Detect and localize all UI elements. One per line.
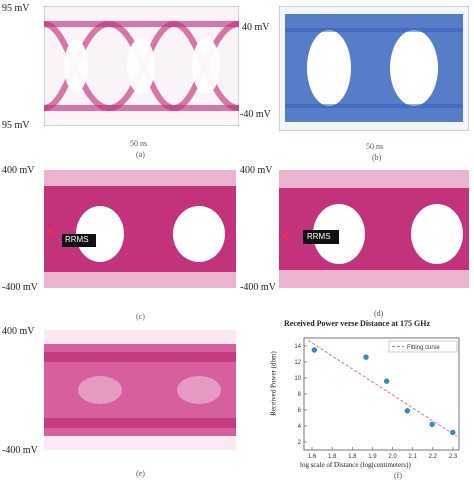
eye-c-marker: RRMS: [65, 235, 89, 244]
x-tick-label: 2.2: [429, 454, 438, 460]
eye-c-panel-label: (c): [136, 312, 145, 321]
eye-d-panel-label: (d): [374, 309, 384, 318]
x-tick-label: 1.9: [368, 454, 377, 460]
y-tick-label: 4: [298, 424, 302, 430]
eye-d-bottom-label: -400 mV: [240, 282, 276, 293]
eye-a-panel-label: (a): [136, 150, 145, 159]
eye-diagram-d: [279, 170, 469, 288]
y-tick-label: 8: [298, 392, 302, 398]
x-tick-label: 2.0: [388, 454, 397, 460]
eye-d-top-label: 400 mV: [240, 165, 273, 176]
x-tick-label: 2.1: [409, 454, 418, 460]
chart-panel-label: (f): [394, 471, 402, 480]
data-point: [450, 429, 456, 436]
eye-e-panel-label: (e): [136, 469, 145, 478]
y-tick-label: 6: [298, 408, 302, 414]
data-point: [363, 354, 369, 360]
y-tick-label: 12: [294, 360, 301, 366]
chart-title: Received Power verse Distance at 175 GHz: [284, 319, 431, 328]
data-point: [384, 378, 390, 384]
fitting-curve-line: [307, 340, 458, 437]
eye-diagram-c: [44, 170, 236, 288]
eye-a-top-label: 95 mV: [2, 3, 30, 14]
plot-area: [303, 337, 460, 451]
eye-a-bottom-label: 95 mV: [2, 120, 30, 131]
y-tick-label: 2: [298, 440, 302, 446]
eye-b-panel-label: (b): [372, 153, 382, 162]
x-tick-label: 1.8: [328, 454, 337, 460]
eye-e-top-label: 400 mV: [2, 326, 35, 337]
data-point: [404, 408, 410, 414]
eye-a-time-label: 50 ns: [130, 139, 148, 148]
x-tick-label: 1.8: [348, 454, 357, 460]
eye-diagram-e: [44, 330, 236, 450]
chart-plot: 2 4 6 8 10 12 14 1.6 1.8 1.8 1.9 2.0 2.1 2.2 2.3 Fittin…: [294, 337, 460, 460]
legend-fit-label: Fitting curve: [407, 345, 440, 351]
eye-b-time-label: 50 ns: [366, 142, 384, 151]
eye-d-marker: RRMS: [307, 232, 331, 241]
x-tick-label: 2.3: [449, 454, 458, 460]
eye-diagram-b: [279, 6, 469, 131]
y-tick-label: 14: [294, 344, 301, 350]
eye-c-top-label: 400 mV: [2, 165, 35, 176]
legend-box: [388, 340, 458, 353]
data-point: [429, 421, 435, 428]
x-tick-label: 1.6: [308, 454, 317, 460]
y-tick-label: 10: [294, 376, 301, 382]
eye-c-bottom-label: -400 mV: [2, 282, 38, 293]
chart-xlabel: log scale of Distance (log(centimeters)): [300, 461, 411, 469]
eye-diagram-a: [44, 6, 239, 126]
data-point: [311, 347, 317, 353]
eye-b-bottom-label: -40 mV: [240, 109, 271, 120]
eye-e-bottom-label: -400 mV: [2, 445, 38, 456]
eye-b-top-label: 40 mV: [242, 22, 270, 33]
chart-ylabel: Received Power (dbm): [269, 351, 278, 416]
